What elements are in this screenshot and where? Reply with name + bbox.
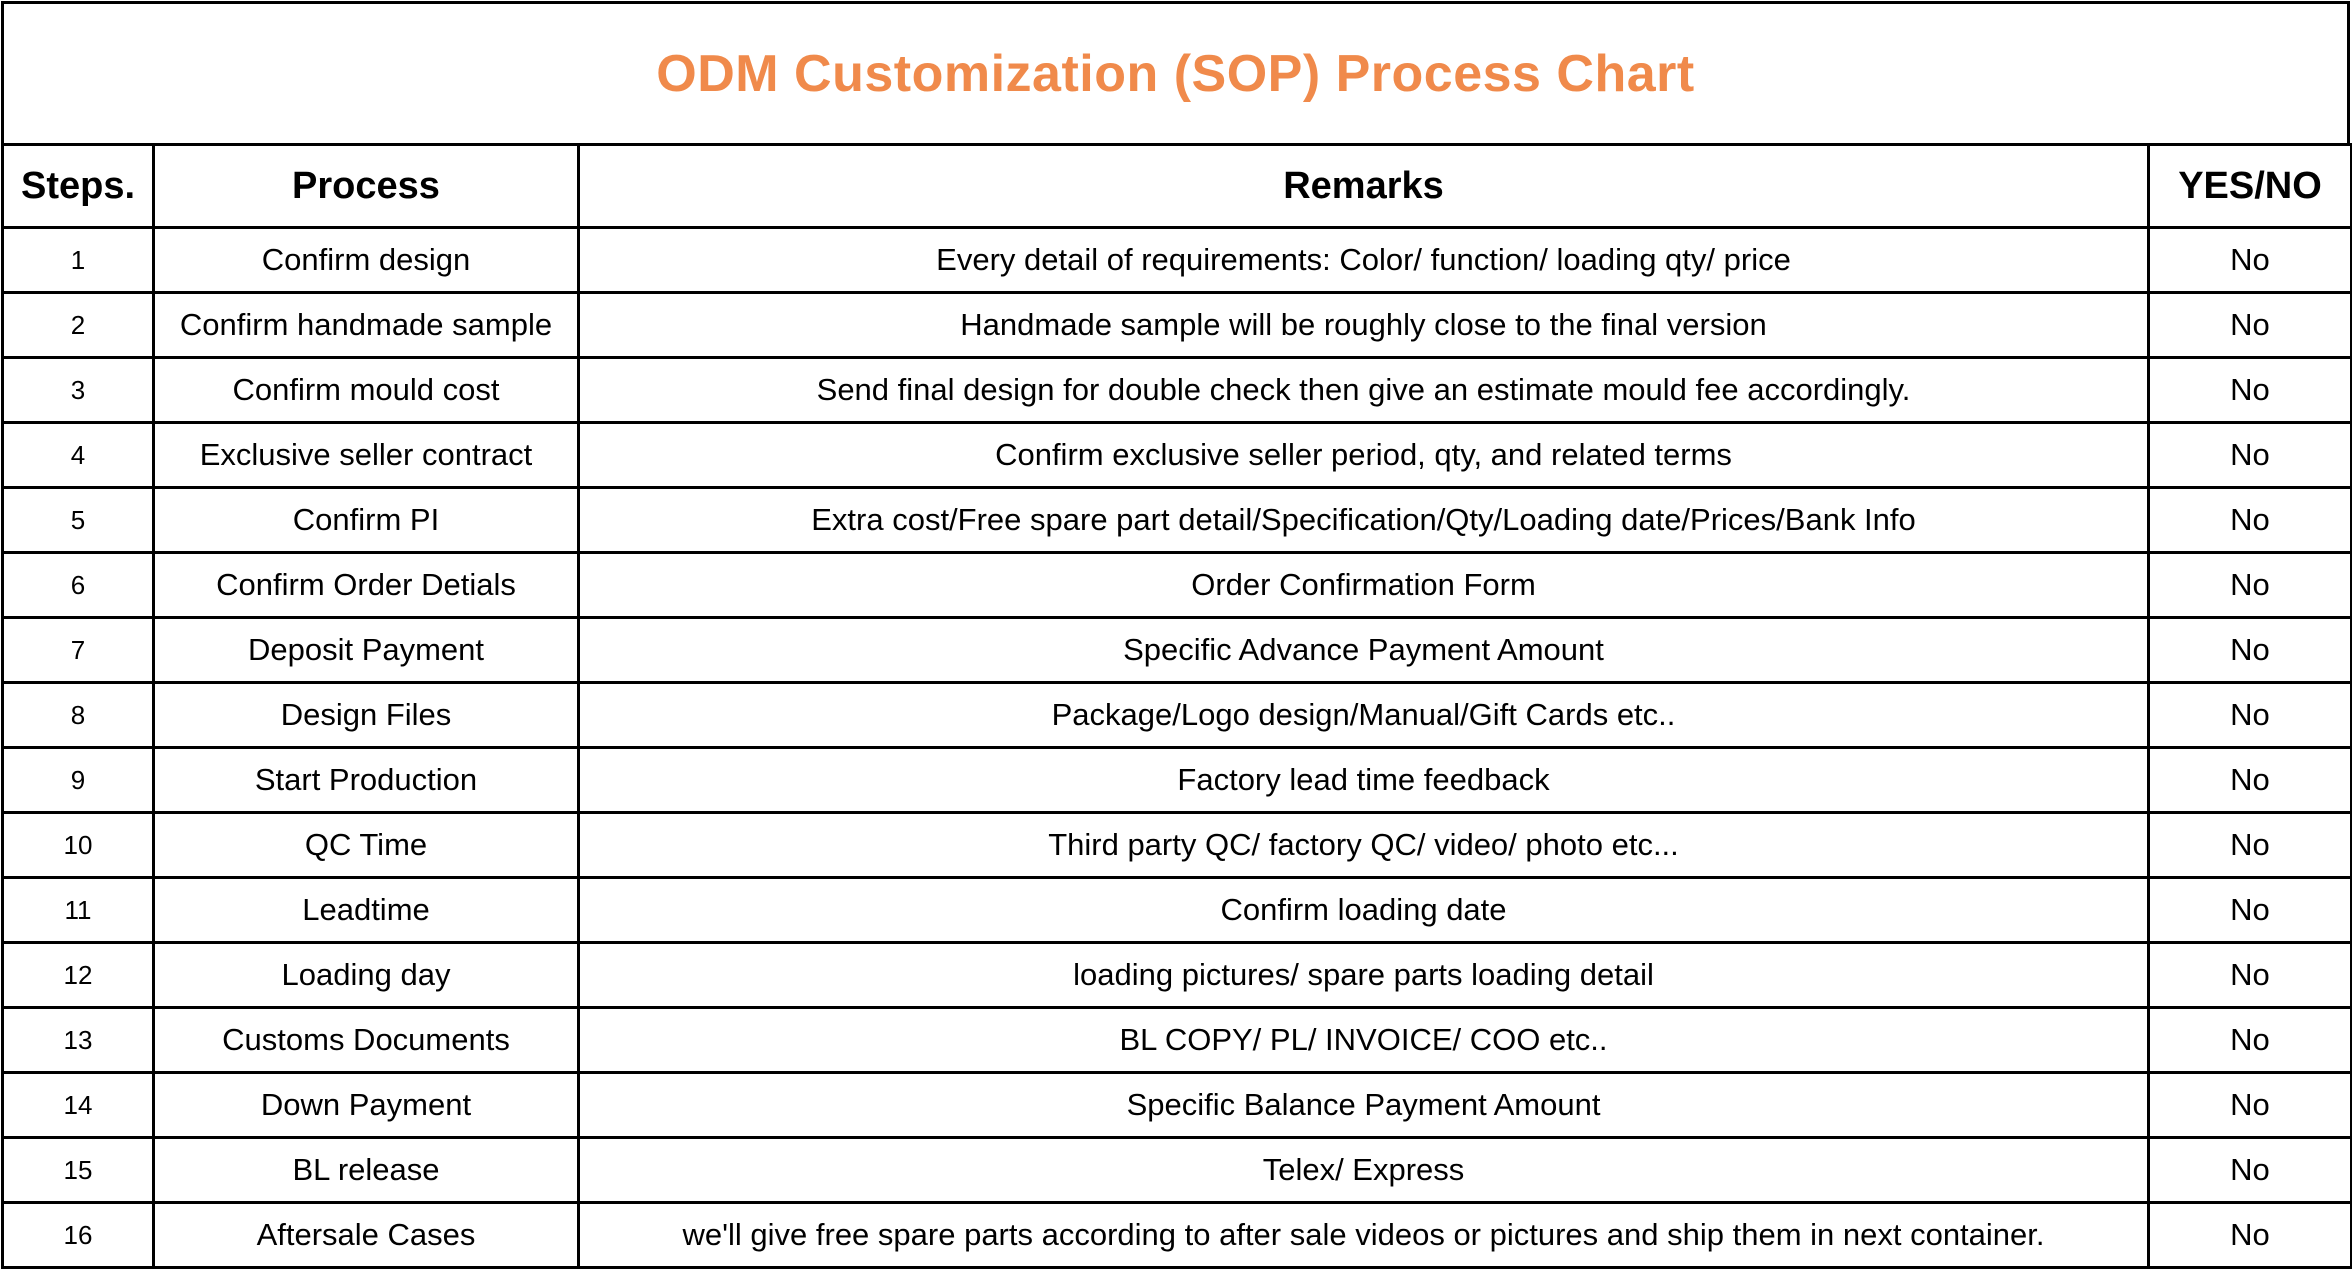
- yes-no-cell: No: [2147, 1071, 2352, 1139]
- yes-no-cell: No: [2147, 616, 2352, 684]
- remarks-cell: Confirm loading date: [577, 876, 2150, 944]
- process-cell: Loading day: [152, 941, 580, 1009]
- table-row: 9 Start Production Factory lead time feedb…: [1, 746, 2352, 814]
- process-cell: Customs Documents: [152, 1006, 580, 1074]
- table-row: 5 Confirm PI Extra cost/Free spare part de…: [1, 486, 2352, 554]
- step-cell: 9: [1, 746, 155, 814]
- step-cell: 16: [1, 1201, 155, 1269]
- process-cell: Confirm design: [152, 226, 580, 294]
- table-row: 16 Aftersale Cases we'll give free spare p…: [1, 1201, 2352, 1269]
- table-row: 14 Down Payment Specific Balance Payment A…: [1, 1071, 2352, 1139]
- process-cell: Aftersale Cases: [152, 1201, 580, 1269]
- yes-no-cell: No: [2147, 356, 2352, 424]
- header-remarks: Remarks: [577, 143, 2150, 229]
- yes-no-cell: No: [2147, 291, 2352, 359]
- step-cell: 5: [1, 486, 155, 554]
- step-cell: 10: [1, 811, 155, 879]
- table-row: 8 Design Files Package/Logo design/Manual/…: [1, 681, 2352, 749]
- remarks-cell: Telex/ Express: [577, 1136, 2150, 1204]
- remarks-cell: Factory lead time feedback: [577, 746, 2150, 814]
- header-steps: Steps.: [1, 143, 155, 229]
- process-cell: Confirm PI: [152, 486, 580, 554]
- yes-no-cell: No: [2147, 226, 2352, 294]
- step-cell: 3: [1, 356, 155, 424]
- table-row: 10 QC Time Third party QC/ factory QC/ vid…: [1, 811, 2352, 879]
- step-cell: 15: [1, 1136, 155, 1204]
- yes-no-cell: No: [2147, 876, 2352, 944]
- step-cell: 12: [1, 941, 155, 1009]
- process-cell: Design Files: [152, 681, 580, 749]
- table-header-row: Steps. Process Remarks YES/NO: [1, 143, 2352, 229]
- step-cell: 2: [1, 291, 155, 359]
- remarks-cell: BL COPY/ PL/ INVOICE/ COO etc..: [577, 1006, 2150, 1074]
- process-cell: Confirm mould cost: [152, 356, 580, 424]
- header-process: Process: [152, 143, 580, 229]
- process-cell: BL release: [152, 1136, 580, 1204]
- remarks-cell: Package/Logo design/Manual/Gift Cards et…: [577, 681, 2150, 749]
- remarks-cell: Specific Balance Payment Amount: [577, 1071, 2150, 1139]
- remarks-cell: Handmade sample will be roughly close to…: [577, 291, 2150, 359]
- header-yes-no: YES/NO: [2147, 143, 2352, 229]
- step-cell: 7: [1, 616, 155, 684]
- table-row: 7 Deposit Payment Specific Advance Payment…: [1, 616, 2352, 684]
- process-cell: QC Time: [152, 811, 580, 879]
- yes-no-cell: No: [2147, 1136, 2352, 1204]
- yes-no-cell: No: [2147, 941, 2352, 1009]
- remarks-cell: Third party QC/ factory QC/ video/ photo…: [577, 811, 2150, 879]
- process-cell: Deposit Payment: [152, 616, 580, 684]
- remarks-cell: Extra cost/Free spare part detail/Specif…: [577, 486, 2150, 554]
- yes-no-cell: No: [2147, 746, 2352, 814]
- remarks-cell: Every detail of requirements: Color/ fun…: [577, 226, 2150, 294]
- table-row: 2 Confirm handmade sample Handmade sample …: [1, 291, 2352, 359]
- table-row: 12 Loading day loading pictures/ spare par…: [1, 941, 2352, 1009]
- remarks-cell: Specific Advance Payment Amount: [577, 616, 2150, 684]
- remarks-cell: loading pictures/ spare parts loading de…: [577, 941, 2150, 1009]
- table-row: 13 Customs Documents BL COPY/ PL/ INVOICE/…: [1, 1006, 2352, 1074]
- yes-no-cell: No: [2147, 811, 2352, 879]
- remarks-cell: we'll give free spare parts according to…: [577, 1201, 2150, 1269]
- title-row: ODM Customization (SOP) Process Chart: [1, 1, 2350, 143]
- yes-no-cell: No: [2147, 1201, 2352, 1269]
- step-cell: 4: [1, 421, 155, 489]
- table-row: 3 Confirm mould cost Send final design for…: [1, 356, 2352, 424]
- table-body: 1 Confirm design Every detail of requireme…: [1, 226, 2352, 1269]
- process-cell: Down Payment: [152, 1071, 580, 1139]
- process-table: Steps. Process Remarks YES/NO 1 Confirm d…: [1, 143, 2352, 1269]
- step-cell: 14: [1, 1071, 155, 1139]
- process-cell: Confirm Order Detials: [152, 551, 580, 619]
- step-cell: 11: [1, 876, 155, 944]
- table-row: 11 Leadtime Confirm loading date No: [1, 876, 2352, 944]
- step-cell: 1: [1, 226, 155, 294]
- table-row: 15 BL release Telex/ Express No: [1, 1136, 2352, 1204]
- table-row: 4 Exclusive seller contract Confirm exclus…: [1, 421, 2352, 489]
- process-cell: Start Production: [152, 746, 580, 814]
- yes-no-cell: No: [2147, 486, 2352, 554]
- yes-no-cell: No: [2147, 421, 2352, 489]
- process-cell: Leadtime: [152, 876, 580, 944]
- page-title: ODM Customization (SOP) Process Chart: [656, 44, 1695, 103]
- yes-no-cell: No: [2147, 551, 2352, 619]
- table-row: 1 Confirm design Every detail of requireme…: [1, 226, 2352, 294]
- process-cell: Exclusive seller contract: [152, 421, 580, 489]
- step-cell: 8: [1, 681, 155, 749]
- step-cell: 13: [1, 1006, 155, 1074]
- table-row: 6 Confirm Order Detials Order Confirmation…: [1, 551, 2352, 619]
- step-cell: 6: [1, 551, 155, 619]
- remarks-cell: Order Confirmation Form: [577, 551, 2150, 619]
- remarks-cell: Send final design for double check then …: [577, 356, 2150, 424]
- process-cell: Confirm handmade sample: [152, 291, 580, 359]
- yes-no-cell: No: [2147, 681, 2352, 749]
- remarks-cell: Confirm exclusive seller period, qty, an…: [577, 421, 2150, 489]
- yes-no-cell: No: [2147, 1006, 2352, 1074]
